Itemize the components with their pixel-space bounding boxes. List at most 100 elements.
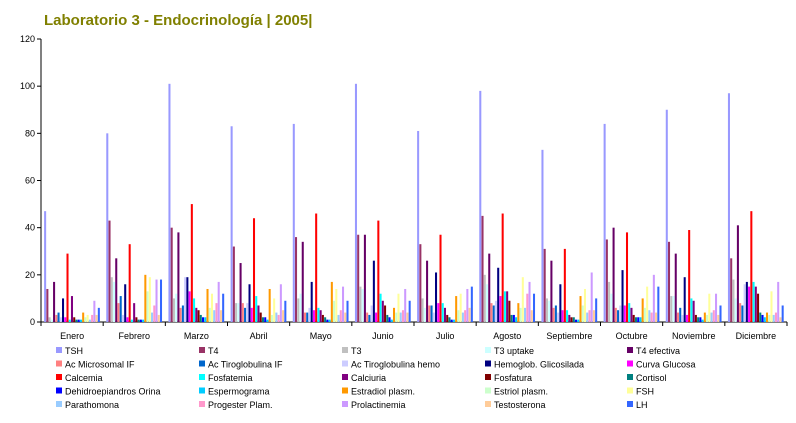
bar <box>510 314 513 322</box>
bar <box>697 317 700 322</box>
bar <box>257 305 260 322</box>
bar <box>761 314 764 322</box>
bar <box>259 312 262 322</box>
bar <box>206 288 209 322</box>
legend-swatch <box>56 387 62 394</box>
bar <box>210 293 213 322</box>
legend-swatch <box>627 360 633 367</box>
bar <box>317 307 320 322</box>
bar <box>195 307 198 322</box>
y-tick-label: 80 <box>25 128 35 138</box>
bar <box>468 307 471 322</box>
bar <box>595 298 598 322</box>
bar <box>532 293 536 322</box>
bar <box>366 312 369 322</box>
bar <box>344 312 347 322</box>
bar <box>570 317 573 322</box>
legend-label: Ac Tiroglobulina IF <box>208 360 283 370</box>
bar <box>108 220 111 322</box>
bar <box>605 239 608 322</box>
bar <box>75 319 78 322</box>
bar <box>342 286 345 323</box>
bar <box>519 307 522 322</box>
bar <box>575 319 578 322</box>
bar <box>139 319 142 322</box>
bar <box>401 310 404 322</box>
bar <box>235 303 238 322</box>
bar <box>681 314 684 322</box>
bar <box>91 314 94 322</box>
bar <box>68 319 71 322</box>
bar <box>48 317 51 322</box>
bar <box>506 291 509 322</box>
bar <box>466 288 469 322</box>
bar <box>457 310 460 322</box>
bar <box>279 284 282 322</box>
legend-label: T3 uptake <box>494 346 534 356</box>
bar <box>759 312 762 322</box>
bar <box>639 317 642 322</box>
legend-label: Espermograma <box>208 387 270 397</box>
bar <box>346 300 349 322</box>
bar <box>368 314 371 322</box>
bar <box>757 293 760 322</box>
y-tick-label: 40 <box>25 223 35 233</box>
bar <box>581 305 584 322</box>
bar <box>706 314 709 322</box>
bar <box>237 303 240 322</box>
bar <box>432 312 435 322</box>
bar <box>748 286 751 323</box>
bar <box>732 279 735 322</box>
bar <box>121 314 124 322</box>
bar <box>646 286 649 323</box>
bar <box>545 298 548 322</box>
bar <box>552 307 555 322</box>
bar <box>277 314 280 322</box>
bar <box>492 305 495 322</box>
bar <box>321 314 324 322</box>
legend-swatch <box>342 360 348 367</box>
bar <box>204 317 207 322</box>
bar <box>337 314 340 322</box>
bar <box>175 293 178 322</box>
bar <box>419 244 422 322</box>
x-tick-label: Septiembre <box>546 331 592 341</box>
bar <box>674 253 677 322</box>
bar <box>577 319 580 322</box>
legend-label: Calcemia <box>65 373 103 383</box>
bar <box>399 312 402 322</box>
bar <box>610 293 613 322</box>
bar <box>246 303 249 322</box>
bar <box>155 279 158 322</box>
bar <box>370 305 373 322</box>
bar <box>683 277 686 322</box>
bar <box>232 246 235 322</box>
bar <box>741 305 744 322</box>
bar <box>172 298 175 322</box>
legend-label: LH <box>636 400 648 410</box>
bar <box>632 314 635 322</box>
bar <box>774 312 777 322</box>
bar <box>328 319 331 322</box>
bar <box>745 281 748 322</box>
bar <box>77 319 80 322</box>
bar <box>199 314 202 322</box>
legend-swatch <box>199 374 205 380</box>
bar <box>339 310 342 322</box>
bar <box>137 319 140 322</box>
bar <box>641 298 644 322</box>
bar <box>73 317 76 322</box>
bar <box>301 241 304 322</box>
legend-swatch <box>485 347 491 353</box>
bar <box>643 307 646 322</box>
bar <box>572 317 575 322</box>
legend-swatch <box>342 401 348 407</box>
bar <box>481 215 484 323</box>
bar <box>126 317 129 322</box>
legend-swatch <box>627 374 633 380</box>
bar <box>57 312 60 322</box>
bar <box>168 83 171 322</box>
bar <box>655 312 658 322</box>
bar <box>512 314 515 322</box>
bar <box>190 204 193 322</box>
